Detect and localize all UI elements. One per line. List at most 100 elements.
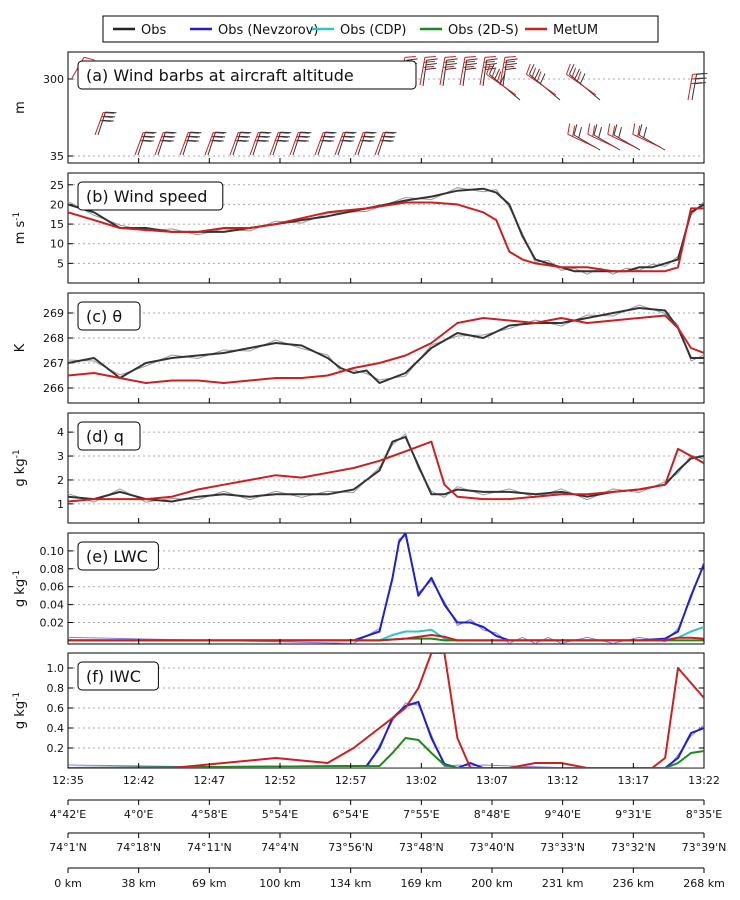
barb-flag — [613, 124, 618, 136]
panel-title-text: (e) LWC — [86, 547, 148, 566]
panel-frame — [67, 172, 705, 284]
y-axis-label: m s-1 — [12, 212, 28, 245]
barb-flag — [365, 131, 377, 134]
barb-flag — [325, 131, 337, 134]
barb-flag — [424, 55, 436, 58]
axis-label: 231 km — [542, 877, 584, 890]
y-tick-label: 3 — [57, 450, 64, 463]
barb-flag — [488, 64, 495, 75]
barb-flag — [486, 58, 498, 61]
axis-lon: 4°42'E 4°0'E 4°58'E 5°54'E 6°54'E 7°55'E 8°48'… — [50, 799, 723, 821]
axis-label: 73°33'N — [540, 841, 585, 854]
barb-flag — [568, 64, 575, 75]
series-metum — [68, 314, 704, 384]
barb-flag — [567, 123, 571, 135]
barb-flag — [385, 131, 397, 134]
y-tick-label: 0.08 — [40, 563, 65, 576]
axis-lat: 74°1'N 74°18'N 74°11'N 74°4'N 73°56'N 73°48'N… — [49, 832, 727, 854]
barb-flag — [425, 63, 437, 66]
barb-flag — [280, 131, 292, 134]
barb-flag — [189, 135, 201, 138]
axis-label: 73°40'N — [470, 841, 515, 854]
barb-flag — [579, 73, 586, 84]
axis-label: 38 km — [121, 877, 156, 890]
barb-flag — [324, 135, 336, 138]
legend: Obs Obs (Nevzorov) Obs (CDP) Obs (2D-S) MetU… — [102, 15, 659, 43]
barb-flag — [483, 65, 495, 68]
barb-flag — [571, 67, 577, 79]
y-tick-label: 1 — [57, 498, 64, 511]
axis-label: 74°1'N — [49, 841, 87, 854]
barb-flag — [423, 60, 435, 63]
axis-label: 9°40'E — [544, 808, 581, 821]
barb-flag — [299, 135, 311, 138]
axis-label: 73°48'N — [399, 841, 444, 854]
series-metum — [68, 634, 704, 642]
barb-flag — [578, 126, 583, 138]
axis-label: 73°39'N — [682, 841, 727, 854]
barb-flag — [463, 65, 475, 68]
legend-entry-1: Obs — [113, 23, 166, 38]
panel-title-box — [77, 301, 141, 331]
barb-flag — [104, 115, 116, 118]
axis-label: 8°35'E — [686, 808, 723, 821]
barb-flag — [446, 58, 458, 61]
panel-title: (b) Wind speed — [77, 181, 224, 211]
barb-flag — [426, 58, 438, 61]
barb-flag — [587, 123, 591, 135]
barb-flag — [463, 60, 475, 63]
y-tick-label: 0.06 — [40, 581, 65, 594]
barb-flag — [83, 56, 95, 61]
barb-flag — [406, 58, 418, 61]
barb-flag — [695, 77, 707, 80]
axis-label: 74°11'N — [187, 841, 232, 854]
axis-label: 13:17 — [617, 774, 649, 787]
panel-frame — [67, 412, 705, 524]
barb-flag — [499, 73, 506, 84]
axis-label: 169 km — [401, 877, 443, 890]
barb-flag — [190, 131, 202, 134]
axis-label: 5°54'E — [262, 808, 299, 821]
barb-flag — [531, 67, 537, 79]
series-raw-obs-nevzorov- — [68, 535, 704, 644]
axis-label: 4°42'E — [50, 808, 87, 821]
legend-entry-2: Obs (Nevzorov) — [190, 23, 318, 38]
barb-flag — [105, 111, 117, 114]
axis-label: 74°4'N — [261, 841, 299, 854]
barb-flag — [485, 67, 497, 71]
barb-flag — [496, 71, 502, 82]
barb-flag — [607, 123, 611, 135]
legend-entry-5: MetUM — [525, 23, 598, 38]
barb-flag — [486, 63, 491, 75]
axis-label: 268 km — [683, 877, 725, 890]
y-tick-label: 25 — [50, 179, 64, 192]
barb-flag — [506, 58, 518, 61]
panel-title: (a) Wind barbs at aircraft altitude — [77, 60, 417, 90]
barb-flag — [142, 139, 154, 142]
barb-flag — [572, 125, 576, 137]
y-tick-label: 35 — [50, 150, 64, 163]
barb-flag — [465, 67, 477, 71]
axis-label: 200 km — [471, 877, 513, 890]
barb-flag — [345, 131, 357, 134]
axis-label: 134 km — [330, 877, 372, 890]
axis-label: 73°56'N — [328, 841, 373, 854]
barb-flag — [259, 135, 271, 138]
panel-d: g kg-1 1 2 3 4 (d) q — [12, 412, 705, 524]
panel-title-box — [77, 541, 159, 571]
axis-label: 6°54'E — [332, 808, 369, 821]
barb-flag — [694, 82, 706, 85]
panel-c: K 266 267 268 269 (c) θ — [13, 292, 705, 404]
barb-flag — [165, 131, 177, 134]
series-metum — [68, 201, 704, 273]
panel-a: m 300 35 (a) Wind barbs at aircraft altitud… — [13, 51, 708, 164]
panel-title-box — [77, 421, 141, 451]
axis-label: 0 km — [54, 877, 82, 890]
barb-flag — [279, 135, 291, 138]
y-axis-label-superscript: -1 — [12, 570, 22, 579]
barb-flag — [384, 135, 396, 138]
y-tick-label: 268 — [43, 332, 64, 345]
axis-label: 12:42 — [123, 774, 155, 787]
axis-label: 4°0'E — [124, 808, 154, 821]
barb-flag — [491, 67, 497, 79]
